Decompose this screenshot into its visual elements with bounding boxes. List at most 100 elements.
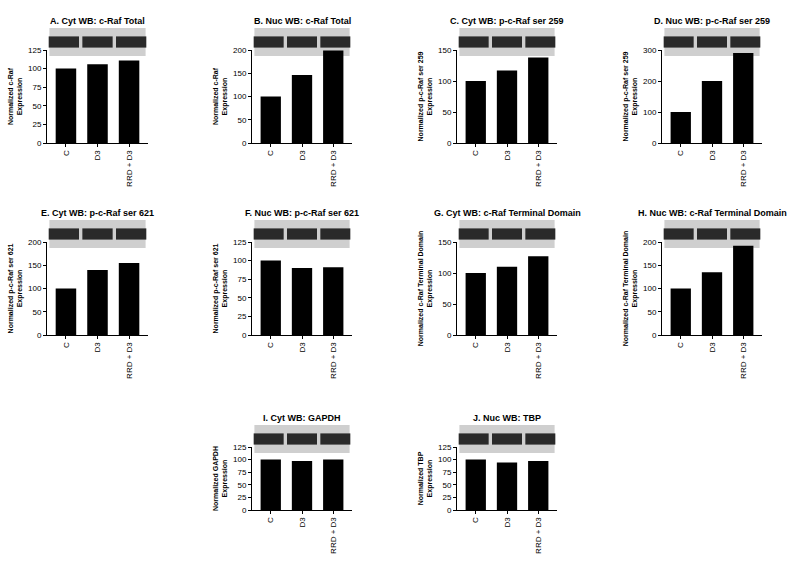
svg-text:RRD + D3: RRD + D3 [739, 150, 748, 187]
svg-text:50: 50 [237, 481, 246, 490]
svg-text:C: C [471, 150, 480, 156]
svg-text:0: 0 [242, 139, 247, 148]
svg-text:125: 125 [233, 443, 247, 452]
svg-text:F. Nuc WB: p-c-Raf ser 621: F. Nuc WB: p-c-Raf ser 621 [245, 208, 359, 218]
svg-text:Normalized TBPExpression: Normalized TBPExpression [417, 451, 434, 505]
svg-text:B. Nuc WB: c-Raf Total: B. Nuc WB: c-Raf Total [254, 16, 351, 26]
svg-text:C: C [266, 342, 275, 348]
svg-text:Normalized c-RafExpression: Normalized c-RafExpression [212, 67, 229, 125]
svg-text:75: 75 [32, 83, 41, 92]
svg-text:50: 50 [237, 116, 246, 125]
svg-text:0: 0 [242, 331, 247, 340]
svg-text:25: 25 [32, 120, 41, 129]
svg-text:100: 100 [438, 455, 452, 464]
svg-text:0: 0 [242, 506, 247, 515]
svg-text:50: 50 [442, 108, 451, 117]
svg-text:I. Cyt WB: GAPDH: I. Cyt WB: GAPDH [263, 413, 341, 423]
svg-text:G. Cyt WB: c-Raf Terminal Doma: G. Cyt WB: c-Raf Terminal Domain [434, 208, 581, 218]
svg-text:75: 75 [442, 468, 451, 477]
svg-text:Normalized c-RafExpression: Normalized c-RafExpression [7, 67, 24, 125]
svg-text:E. Cyt WB: p-c-Raf ser 621: E. Cyt WB: p-c-Raf ser 621 [41, 208, 154, 218]
svg-text:0: 0 [652, 331, 657, 340]
svg-text:C: C [266, 517, 275, 523]
svg-text:RRD + D3: RRD + D3 [329, 150, 338, 187]
svg-text:0: 0 [447, 139, 452, 148]
svg-text:50: 50 [32, 102, 41, 111]
svg-text:75: 75 [237, 275, 246, 284]
svg-text:200: 200 [28, 238, 42, 247]
svg-text:D3: D3 [708, 150, 717, 161]
svg-text:RRD + D3: RRD + D3 [125, 342, 134, 379]
svg-text:125: 125 [438, 443, 452, 452]
svg-text:100: 100 [643, 108, 657, 117]
svg-text:25: 25 [237, 493, 246, 502]
svg-text:RRD + D3: RRD + D3 [534, 342, 543, 379]
svg-text:50: 50 [647, 308, 656, 317]
svg-text:0: 0 [652, 139, 657, 148]
svg-text:C: C [676, 342, 685, 348]
svg-text:300: 300 [643, 46, 657, 55]
svg-text:RRD + D3: RRD + D3 [329, 517, 338, 554]
svg-text:Normalized p-c-Raf ser 621Expr: Normalized p-c-Raf ser 621Expression [7, 243, 24, 333]
svg-text:50: 50 [237, 294, 246, 303]
svg-text:200: 200 [643, 77, 657, 86]
svg-text:0: 0 [37, 331, 42, 340]
svg-text:RRD + D3: RRD + D3 [739, 342, 748, 379]
svg-text:0: 0 [37, 139, 42, 148]
svg-text:100: 100 [28, 64, 42, 73]
svg-text:25: 25 [442, 493, 451, 502]
svg-text:D3: D3 [298, 517, 307, 528]
svg-text:150: 150 [28, 261, 42, 270]
svg-text:50: 50 [442, 300, 451, 309]
svg-text:0: 0 [447, 331, 452, 340]
svg-text:C: C [62, 342, 71, 348]
svg-text:D3: D3 [503, 517, 512, 528]
svg-text:Normalized c-Raf Terminal Doma: Normalized c-Raf Terminal DomainExpressi… [417, 231, 434, 346]
svg-text:D3: D3 [298, 150, 307, 161]
svg-text:125: 125 [28, 46, 42, 55]
svg-text:D. Nuc WB: p-c-Raf ser 259: D. Nuc WB: p-c-Raf ser 259 [654, 16, 770, 26]
svg-text:100: 100 [28, 284, 42, 293]
svg-text:J. Nuc WB: TBP: J. Nuc WB: TBP [473, 413, 541, 423]
svg-text:D3: D3 [503, 342, 512, 353]
svg-text:Normalized c-Raf Terminal Doma: Normalized c-Raf Terminal DomainExpressi… [622, 231, 639, 346]
svg-text:RRD + D3: RRD + D3 [329, 342, 338, 379]
svg-text:H. Nuc WB: c-Raf Terminal Doma: H. Nuc WB: c-Raf Terminal Domain [638, 208, 787, 218]
svg-text:100: 100 [643, 284, 657, 293]
svg-text:Normalized p-c-Raf ser 259Expr: Normalized p-c-Raf ser 259Expression [417, 51, 434, 141]
svg-text:C: C [676, 150, 685, 156]
svg-text:Normalized p-c-Raf ser 259Expr: Normalized p-c-Raf ser 259Expression [622, 51, 639, 141]
svg-text:Normalized p-c-Raf ser 621Expr: Normalized p-c-Raf ser 621Expression [212, 243, 229, 333]
svg-text:125: 125 [233, 238, 247, 247]
svg-text:C: C [471, 517, 480, 523]
svg-text:D3: D3 [93, 342, 102, 353]
svg-text:25: 25 [237, 312, 246, 321]
svg-text:75: 75 [237, 468, 246, 477]
svg-text:C: C [266, 150, 275, 156]
svg-text:100: 100 [438, 269, 452, 278]
svg-text:0: 0 [447, 506, 452, 515]
svg-text:Normalized GAPDHExpression: Normalized GAPDHExpression [212, 446, 229, 511]
svg-text:C: C [62, 150, 71, 156]
svg-text:150: 150 [438, 46, 452, 55]
svg-text:C: C [471, 342, 480, 348]
svg-text:100: 100 [233, 92, 247, 101]
svg-text:100: 100 [233, 455, 247, 464]
svg-text:150: 150 [643, 261, 657, 270]
svg-text:RRD + D3: RRD + D3 [534, 150, 543, 187]
svg-text:150: 150 [233, 69, 247, 78]
svg-text:D3: D3 [298, 342, 307, 353]
svg-text:150: 150 [438, 238, 452, 247]
svg-text:RRD + D3: RRD + D3 [534, 517, 543, 554]
svg-text:D3: D3 [708, 342, 717, 353]
svg-text:100: 100 [438, 77, 452, 86]
svg-text:D3: D3 [93, 150, 102, 161]
svg-text:100: 100 [233, 256, 247, 265]
svg-text:200: 200 [643, 238, 657, 247]
svg-text:50: 50 [442, 481, 451, 490]
svg-text:RRD + D3: RRD + D3 [125, 150, 134, 187]
svg-text:200: 200 [233, 46, 247, 55]
svg-text:50: 50 [32, 308, 41, 317]
svg-text:C. Cyt WB: p-c-Raf ser 259: C. Cyt WB: p-c-Raf ser 259 [450, 16, 564, 26]
svg-text:D3: D3 [503, 150, 512, 161]
